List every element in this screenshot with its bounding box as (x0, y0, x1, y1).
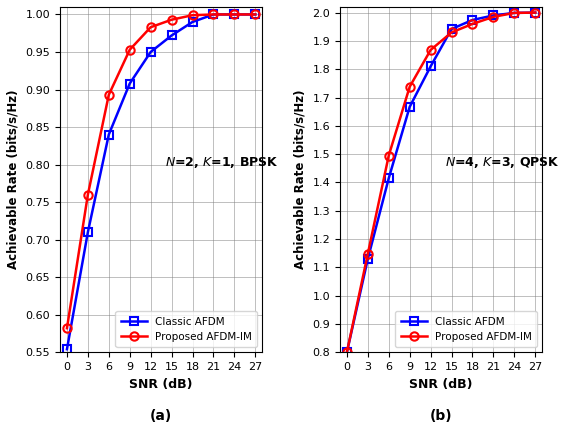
X-axis label: SNR (dB): SNR (dB) (130, 377, 193, 391)
Proposed AFDM-IM (344, 350, 350, 355)
Title: (a): (a) (150, 409, 172, 423)
Title: (b): (b) (430, 409, 452, 423)
Proposed AFDM-IM (85, 192, 91, 197)
Proposed AFDM-IM (64, 325, 70, 331)
Line: Classic AFDM: Classic AFDM (63, 10, 260, 354)
Proposed AFDM-IM (469, 21, 476, 26)
X-axis label: SNR (dB): SNR (dB) (410, 377, 473, 391)
Proposed AFDM-IM (231, 12, 238, 17)
Classic AFDM (231, 12, 238, 17)
Classic AFDM (210, 12, 217, 17)
Classic AFDM (469, 17, 476, 23)
Legend: Classic AFDM, Proposed AFDM-IM: Classic AFDM, Proposed AFDM-IM (395, 311, 537, 347)
Legend: Classic AFDM, Proposed AFDM-IM: Classic AFDM, Proposed AFDM-IM (115, 311, 257, 347)
Proposed AFDM-IM (210, 12, 217, 17)
Classic AFDM (448, 26, 455, 32)
Proposed AFDM-IM (427, 47, 434, 52)
Proposed AFDM-IM (126, 47, 133, 52)
Text: $N$=2, $K$=1, BPSK: $N$=2, $K$=1, BPSK (165, 155, 279, 170)
Proposed AFDM-IM (147, 25, 154, 30)
Classic AFDM (365, 256, 371, 262)
Classic AFDM (490, 13, 497, 18)
Classic AFDM (126, 81, 133, 86)
Classic AFDM (406, 104, 413, 109)
Classic AFDM (532, 10, 538, 15)
Proposed AFDM-IM (189, 13, 196, 18)
Classic AFDM (147, 49, 154, 55)
Classic AFDM (511, 10, 518, 15)
Proposed AFDM-IM (168, 17, 175, 22)
Proposed AFDM-IM (406, 84, 413, 89)
Classic AFDM (64, 347, 70, 352)
Proposed AFDM-IM (252, 12, 259, 17)
Line: Proposed AFDM-IM: Proposed AFDM-IM (343, 9, 540, 357)
Text: $N$=4, $K$=3, QPSK: $N$=4, $K$=3, QPSK (445, 155, 560, 170)
Classic AFDM (189, 20, 196, 25)
Classic AFDM (344, 350, 350, 355)
Proposed AFDM-IM (106, 92, 112, 97)
Proposed AFDM-IM (365, 251, 371, 256)
Y-axis label: Achievable Rate (bits/s/Hz): Achievable Rate (bits/s/Hz) (7, 90, 20, 269)
Y-axis label: Achievable Rate (bits/s/Hz): Achievable Rate (bits/s/Hz) (294, 90, 307, 269)
Classic AFDM (252, 12, 259, 17)
Line: Classic AFDM: Classic AFDM (343, 9, 540, 357)
Proposed AFDM-IM (511, 10, 518, 15)
Proposed AFDM-IM (448, 30, 455, 35)
Proposed AFDM-IM (532, 10, 538, 15)
Line: Proposed AFDM-IM: Proposed AFDM-IM (63, 10, 260, 332)
Classic AFDM (85, 230, 91, 235)
Classic AFDM (168, 33, 175, 38)
Classic AFDM (385, 176, 392, 181)
Classic AFDM (427, 64, 434, 69)
Classic AFDM (106, 132, 112, 137)
Proposed AFDM-IM (385, 153, 392, 158)
Proposed AFDM-IM (490, 14, 497, 20)
